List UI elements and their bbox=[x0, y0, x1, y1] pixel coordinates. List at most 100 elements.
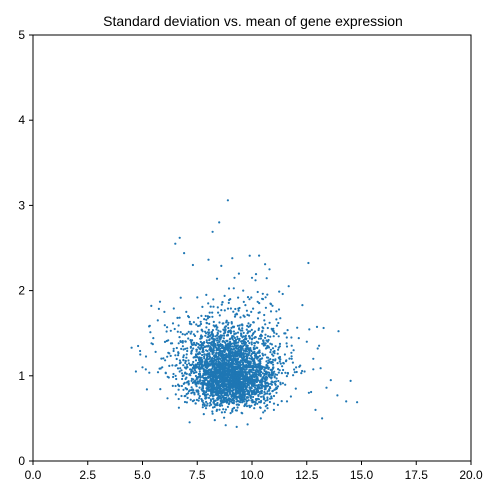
data-point bbox=[214, 345, 217, 348]
data-point bbox=[219, 337, 222, 340]
data-point bbox=[139, 353, 142, 356]
data-point bbox=[264, 376, 268, 379]
y-tick-label: 0 bbox=[18, 454, 25, 468]
data-point bbox=[215, 363, 218, 366]
data-point bbox=[228, 382, 231, 385]
data-point bbox=[187, 390, 191, 393]
data-point bbox=[254, 342, 257, 345]
data-point bbox=[211, 329, 214, 332]
data-point bbox=[194, 382, 197, 385]
data-point bbox=[218, 395, 221, 398]
data-point bbox=[272, 402, 276, 405]
data-point bbox=[229, 307, 232, 310]
data-point bbox=[219, 389, 222, 392]
data-point bbox=[253, 330, 257, 333]
data-point bbox=[237, 395, 240, 398]
data-point bbox=[213, 366, 217, 369]
data-point bbox=[257, 359, 260, 362]
data-point bbox=[290, 336, 293, 339]
data-point bbox=[229, 337, 232, 340]
data-point bbox=[233, 276, 236, 279]
data-point bbox=[198, 365, 201, 368]
data-point bbox=[285, 400, 289, 403]
data-point bbox=[235, 425, 238, 428]
data-point bbox=[264, 306, 267, 309]
data-point bbox=[151, 343, 154, 346]
data-point bbox=[190, 364, 193, 367]
data-point bbox=[252, 362, 255, 365]
data-point bbox=[182, 364, 185, 367]
data-point bbox=[275, 324, 279, 327]
data-point bbox=[250, 384, 254, 387]
data-point bbox=[250, 353, 253, 356]
data-point bbox=[238, 339, 241, 342]
data-point bbox=[276, 362, 279, 365]
data-point bbox=[262, 411, 265, 414]
data-point bbox=[256, 402, 259, 405]
data-point bbox=[232, 401, 235, 404]
data-point bbox=[233, 383, 236, 386]
data-point bbox=[203, 382, 206, 385]
data-point bbox=[278, 290, 281, 293]
data-point bbox=[321, 417, 324, 420]
data-point bbox=[223, 416, 226, 419]
data-point bbox=[216, 386, 219, 389]
data-point bbox=[224, 331, 227, 334]
data-point bbox=[190, 352, 193, 355]
data-point bbox=[250, 343, 253, 346]
data-point bbox=[254, 273, 258, 276]
data-point bbox=[227, 343, 230, 346]
data-point bbox=[180, 384, 183, 388]
data-point bbox=[231, 354, 234, 357]
data-point bbox=[198, 370, 201, 373]
data-point bbox=[225, 359, 229, 362]
data-point bbox=[250, 365, 253, 368]
data-point bbox=[201, 403, 204, 406]
data-point bbox=[199, 322, 203, 326]
data-point bbox=[252, 382, 256, 385]
data-point bbox=[247, 383, 250, 386]
data-point bbox=[268, 371, 271, 374]
data-point bbox=[248, 369, 251, 372]
data-point bbox=[199, 340, 202, 343]
data-point bbox=[272, 363, 275, 366]
data-point bbox=[289, 395, 292, 398]
data-point bbox=[266, 381, 269, 384]
data-point bbox=[187, 330, 190, 333]
data-point bbox=[277, 321, 280, 325]
data-point bbox=[205, 341, 208, 344]
data-point bbox=[205, 326, 208, 329]
data-point bbox=[233, 362, 236, 365]
data-point bbox=[240, 411, 243, 414]
data-point bbox=[248, 393, 251, 396]
data-point bbox=[179, 361, 182, 364]
data-point bbox=[174, 374, 177, 377]
data-point bbox=[271, 329, 274, 332]
data-point bbox=[223, 334, 226, 337]
data-point bbox=[177, 324, 180, 327]
data-point bbox=[236, 376, 239, 379]
points-layer bbox=[130, 199, 359, 428]
data-point bbox=[234, 392, 238, 395]
data-point bbox=[201, 353, 204, 357]
data-point bbox=[229, 363, 233, 366]
y-axis: 0 1 2 3 4 5 bbox=[18, 28, 33, 468]
data-point bbox=[241, 392, 244, 395]
data-point bbox=[245, 353, 248, 356]
data-point bbox=[212, 354, 216, 358]
data-point bbox=[218, 369, 222, 372]
data-point bbox=[185, 372, 188, 375]
data-point bbox=[271, 390, 274, 393]
data-point bbox=[274, 382, 277, 385]
data-point bbox=[254, 374, 257, 377]
data-point bbox=[176, 330, 179, 333]
data-point bbox=[216, 365, 219, 368]
data-point bbox=[226, 405, 229, 408]
data-point bbox=[259, 373, 262, 377]
data-point bbox=[213, 359, 217, 362]
data-point bbox=[251, 368, 254, 371]
data-point bbox=[247, 399, 250, 402]
data-point bbox=[248, 391, 251, 394]
data-point bbox=[265, 277, 268, 280]
y-tick-label: 2 bbox=[18, 284, 25, 298]
